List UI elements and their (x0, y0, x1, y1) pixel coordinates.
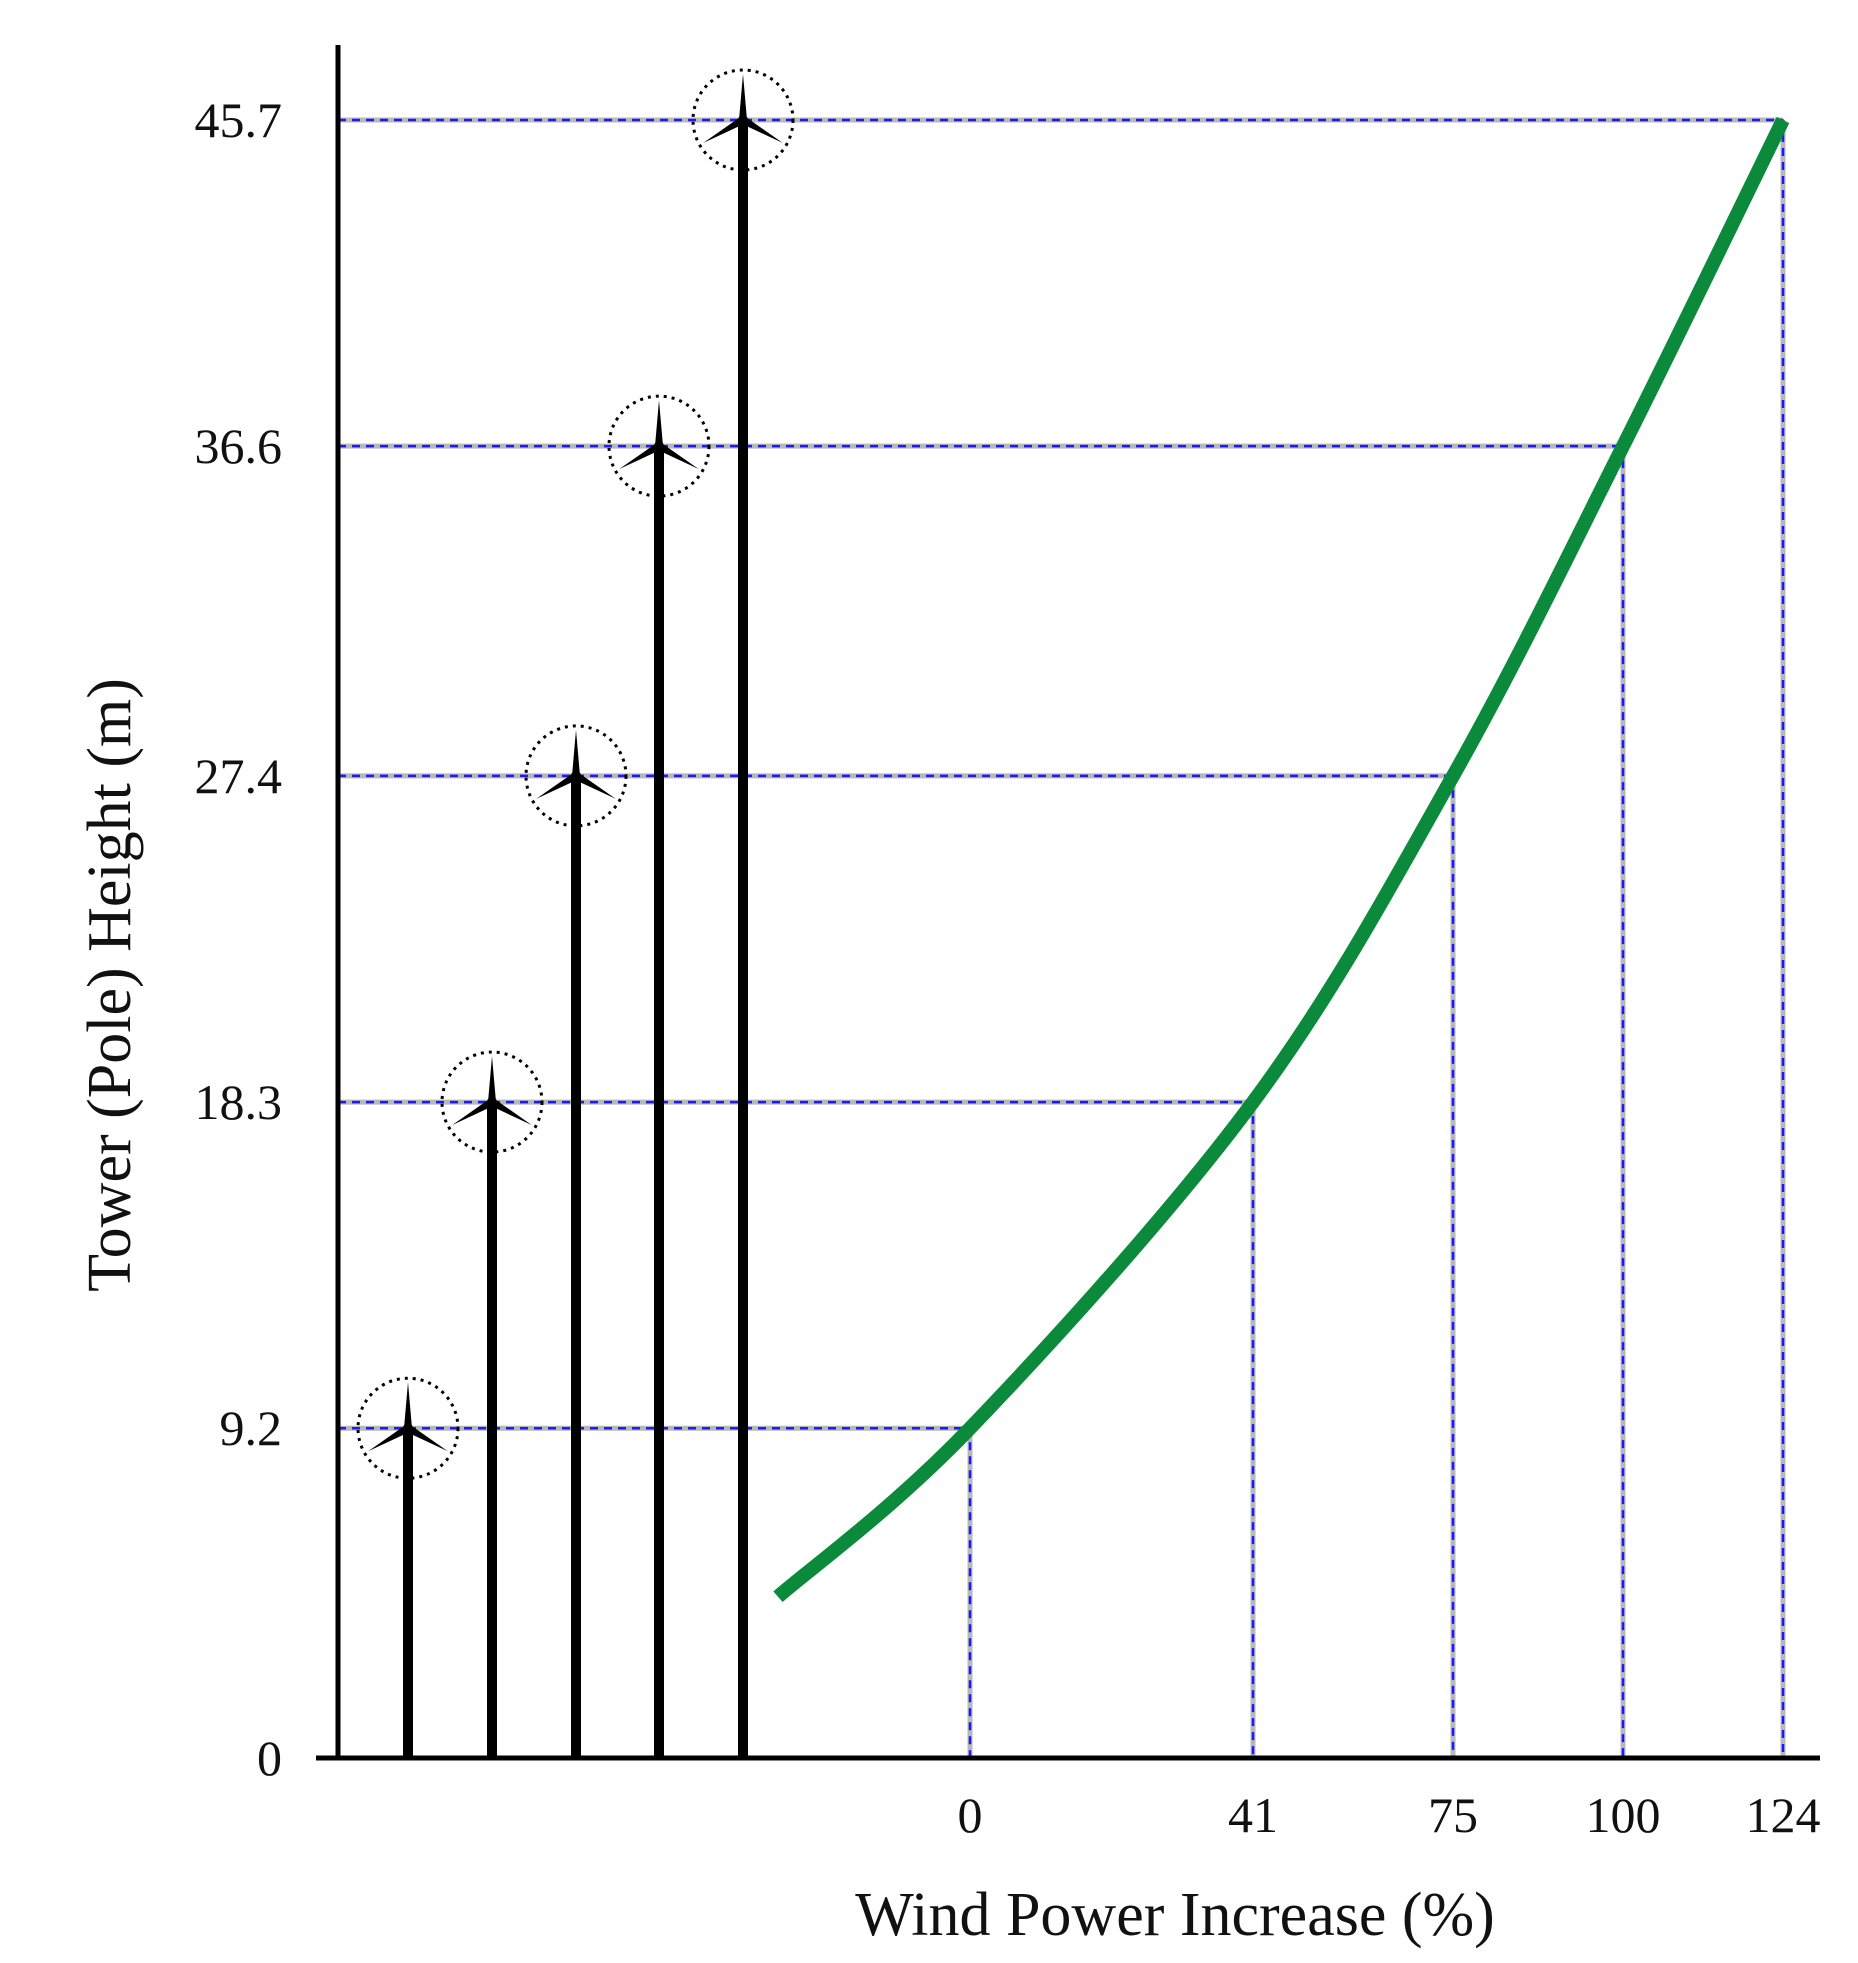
y-tick-label: 45.7 (195, 92, 283, 148)
turbine-tower (691, 68, 795, 1758)
x-tick-label: 41 (1228, 1787, 1278, 1843)
turbine-tower (356, 1376, 460, 1758)
y-tick-label: 0 (257, 1730, 282, 1786)
y-tick-label: 27.4 (195, 748, 283, 804)
turbine-rotor-icon (619, 400, 699, 470)
rotor-sweep-circle (524, 724, 628, 828)
y-tick-label: 18.3 (195, 1074, 283, 1130)
rotor-blade (452, 1098, 494, 1126)
rotor-blade (619, 442, 661, 470)
rotor-blade (368, 1424, 410, 1452)
rotor-blade (488, 1056, 496, 1103)
turbine-tower (607, 394, 711, 1758)
rotor-blade (655, 400, 663, 447)
axes (316, 45, 1820, 1761)
curve-layer (773, 116, 1790, 1602)
turbine-tower (524, 724, 628, 1758)
y-tick-label: 9.2 (220, 1400, 283, 1456)
rotor-hub (738, 115, 748, 125)
turbine-rotor-icon (452, 1056, 532, 1126)
x-axis-title: Wind Power Increase (%) (855, 1881, 1495, 1949)
turbine-tower (440, 1050, 544, 1758)
rotor-blade (406, 1424, 448, 1452)
data-point (969, 1427, 971, 1430)
x-tick-label: 75 (1428, 1787, 1478, 1843)
rotor-blade (703, 116, 745, 143)
rotor-hub (487, 1097, 497, 1108)
x-tick-labels: 0 41 75 100 124 (958, 1787, 1821, 1843)
rotor-blade (739, 74, 747, 120)
rotor-blade (490, 1098, 532, 1126)
rotor-hub (403, 1423, 413, 1434)
rotor-blade (574, 772, 616, 799)
guide-lines (338, 117, 1786, 1758)
rotor-blade (572, 729, 580, 776)
turbine-towers (356, 68, 795, 1758)
turbine-rotor-icon (703, 74, 783, 143)
turbine-rotor-icon (368, 1382, 448, 1452)
y-tick-label: 36.6 (195, 418, 283, 474)
y-tick-labels: 0 9.2 18.3 27.4 36.6 45.7 (195, 92, 283, 1786)
rotor-hub (654, 441, 664, 452)
series-line (773, 116, 1790, 1602)
rotor-blade (741, 116, 783, 143)
data-point (1782, 119, 1784, 121)
rotor-sweep-circle (440, 1050, 544, 1154)
rotor-hub (571, 770, 581, 781)
x-tick-label: 0 (958, 1787, 983, 1843)
rotor-blade (536, 772, 578, 799)
data-point (1452, 774, 1454, 777)
x-tick-label: 100 (1586, 1787, 1661, 1843)
data-point (1622, 445, 1624, 448)
rotor-sweep-circle (607, 394, 711, 498)
turbine-rotor-icon (536, 729, 616, 799)
y-axis-title: Tower (Pole) Height (m) (76, 678, 144, 1292)
x-tick-label: 124 (1746, 1787, 1821, 1843)
rotor-sweep-circle (691, 68, 795, 172)
rotor-sweep-circle (356, 1376, 460, 1480)
data-point (1252, 1101, 1254, 1104)
rotor-blade (404, 1382, 412, 1429)
rotor-blade (657, 442, 699, 470)
